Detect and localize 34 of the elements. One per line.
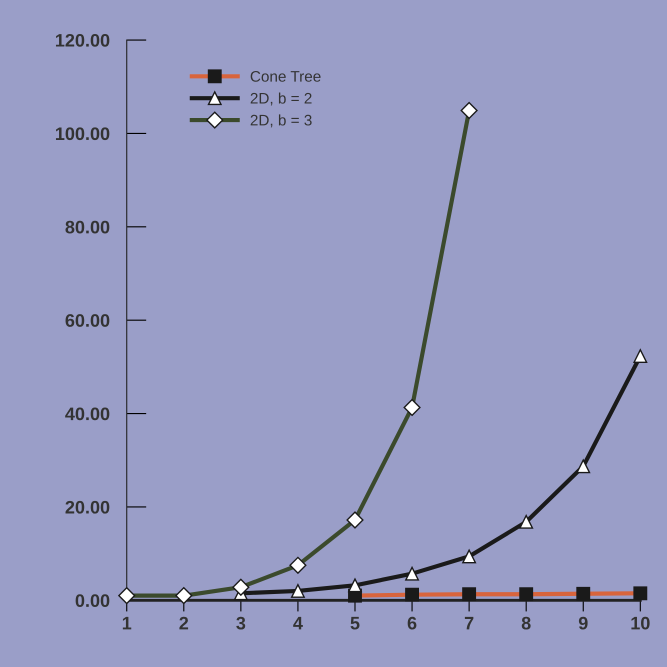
x-tick-label: 7 xyxy=(464,616,474,630)
point xyxy=(460,102,478,120)
point xyxy=(348,578,362,592)
point xyxy=(346,511,364,529)
point xyxy=(633,349,648,364)
y-tick-label: 60.00 xyxy=(66,314,110,327)
x-tick-label: 4 xyxy=(293,616,303,630)
x-tick-label: 10 xyxy=(631,616,650,630)
legend-label: Cone Tree xyxy=(250,70,321,82)
y-tick-label: 40.00 xyxy=(65,407,110,420)
x-tick-label: 9 xyxy=(578,616,588,630)
x-tick-label: 6 xyxy=(408,616,416,630)
legend-label: 2D, b = 3 xyxy=(250,114,312,128)
point xyxy=(289,556,306,574)
x-tick-label: 3 xyxy=(236,616,246,630)
x-tick-label: 1 xyxy=(122,616,132,630)
point xyxy=(232,578,250,596)
point xyxy=(404,398,421,416)
point xyxy=(290,584,305,598)
y-tick-label: 100.00 xyxy=(56,127,110,140)
point xyxy=(519,514,534,529)
x-tick-label: 8 xyxy=(522,616,531,630)
x-tick-label: 5 xyxy=(350,616,360,630)
point xyxy=(462,549,476,564)
legend-label: 2D, b = 2 xyxy=(250,92,312,106)
point xyxy=(175,587,192,604)
y-tick-label: 120.00 xyxy=(56,34,110,47)
y-tick-label: 80.00 xyxy=(65,220,110,234)
point xyxy=(405,566,420,581)
x-tick-label: 2 xyxy=(179,616,188,630)
point xyxy=(118,587,136,604)
y-tick-label: 20.00 xyxy=(66,500,110,514)
y-tick-label: 0.00 xyxy=(76,594,110,608)
point xyxy=(576,459,590,474)
